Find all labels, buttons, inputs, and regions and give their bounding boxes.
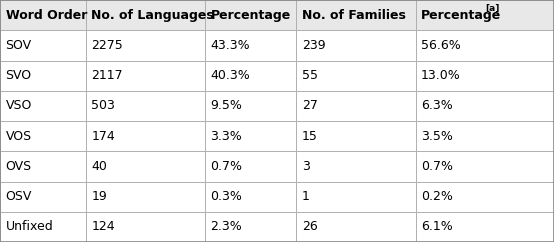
Text: OSV: OSV [6,190,32,203]
Bar [296,0,416,30]
Text: VOS: VOS [6,130,32,143]
Bar [296,121,416,151]
Bar [416,121,554,151]
Text: 40.3%: 40.3% [211,69,250,82]
Text: 15: 15 [302,130,318,143]
Text: 27: 27 [302,99,318,112]
Text: 0.3%: 0.3% [211,190,243,203]
Text: 2.3%: 2.3% [211,220,242,233]
Text: 13.0%: 13.0% [421,69,461,82]
Bar [86,151,205,182]
Bar [86,60,205,91]
Bar [416,30,554,60]
Text: 1: 1 [302,190,310,203]
Bar [416,91,554,121]
Text: 26: 26 [302,220,317,233]
Text: No. of Languages: No. of Languages [91,9,214,22]
Text: 3.3%: 3.3% [211,130,242,143]
Text: 43.3%: 43.3% [211,39,250,52]
Text: 2117: 2117 [91,69,123,82]
Bar [0,91,86,121]
Bar [205,182,296,212]
Bar [296,30,416,60]
Bar [296,91,416,121]
Text: 56.6%: 56.6% [421,39,461,52]
Text: [a]: [a] [485,4,499,13]
Bar [86,91,205,121]
Text: VSO: VSO [6,99,32,112]
Bar [205,121,296,151]
Text: 3.5%: 3.5% [421,130,453,143]
Text: SVO: SVO [6,69,32,82]
Text: 19: 19 [91,190,107,203]
Text: 124: 124 [91,220,115,233]
Bar [205,91,296,121]
Bar [205,0,296,30]
Bar [0,121,86,151]
Text: 0.7%: 0.7% [211,160,243,173]
Bar [86,30,205,60]
Text: 503: 503 [91,99,115,112]
Text: Unfixed: Unfixed [6,220,53,233]
Bar [0,182,86,212]
Text: 0.7%: 0.7% [421,160,453,173]
Bar [296,182,416,212]
Bar [296,212,416,242]
Text: Word Order: Word Order [6,9,87,22]
Text: Percentage: Percentage [211,9,291,22]
Text: 0.2%: 0.2% [421,190,453,203]
Bar [0,60,86,91]
Text: 239: 239 [302,39,326,52]
Bar [0,0,86,30]
Bar [416,0,554,30]
Text: 2275: 2275 [91,39,123,52]
Bar [86,121,205,151]
Text: OVS: OVS [6,160,32,173]
Bar [0,212,86,242]
Text: 174: 174 [91,130,115,143]
Bar [205,212,296,242]
Bar [296,60,416,91]
Text: 3: 3 [302,160,310,173]
Bar [205,30,296,60]
Bar [416,182,554,212]
Bar [296,151,416,182]
Bar [416,212,554,242]
Text: Percentage: Percentage [421,9,501,22]
Bar [205,60,296,91]
Text: No. of Families: No. of Families [302,9,406,22]
Bar [86,182,205,212]
Text: 9.5%: 9.5% [211,99,243,112]
Bar [0,30,86,60]
Text: 6.1%: 6.1% [421,220,453,233]
Bar [86,0,205,30]
Text: 40: 40 [91,160,107,173]
Bar [205,151,296,182]
Text: SOV: SOV [6,39,32,52]
Bar [86,212,205,242]
Text: 6.3%: 6.3% [421,99,453,112]
Bar [416,60,554,91]
Text: 55: 55 [302,69,318,82]
Bar [416,151,554,182]
Bar [0,151,86,182]
